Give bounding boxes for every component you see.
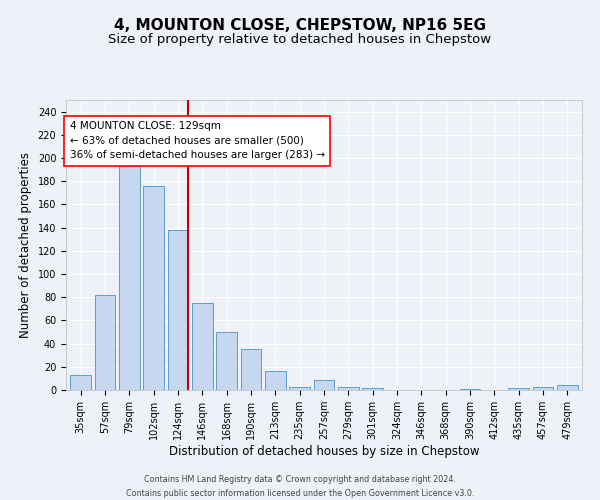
Text: Contains HM Land Registry data © Crown copyright and database right 2024.
Contai: Contains HM Land Registry data © Crown c… bbox=[126, 476, 474, 498]
Bar bbox=[119, 166, 140, 390]
Bar bbox=[216, 332, 237, 390]
X-axis label: Distribution of detached houses by size in Chepstow: Distribution of detached houses by size … bbox=[169, 445, 479, 458]
Bar bbox=[192, 303, 212, 390]
Bar bbox=[460, 389, 481, 390]
Bar bbox=[508, 388, 529, 390]
Bar bbox=[362, 388, 383, 390]
Bar bbox=[289, 386, 310, 390]
Bar bbox=[557, 386, 578, 390]
Bar bbox=[95, 295, 115, 390]
Bar bbox=[167, 230, 188, 390]
Text: 4, MOUNTON CLOSE, CHEPSTOW, NP16 5EG: 4, MOUNTON CLOSE, CHEPSTOW, NP16 5EG bbox=[114, 18, 486, 32]
Bar bbox=[241, 350, 262, 390]
Text: Size of property relative to detached houses in Chepstow: Size of property relative to detached ho… bbox=[109, 32, 491, 46]
Bar bbox=[314, 380, 334, 390]
Text: 4 MOUNTON CLOSE: 129sqm
← 63% of detached houses are smaller (500)
36% of semi-d: 4 MOUNTON CLOSE: 129sqm ← 63% of detache… bbox=[70, 120, 325, 160]
Bar bbox=[533, 386, 553, 390]
Bar bbox=[338, 386, 359, 390]
Bar bbox=[70, 375, 91, 390]
Y-axis label: Number of detached properties: Number of detached properties bbox=[19, 152, 32, 338]
Bar bbox=[143, 186, 164, 390]
Bar bbox=[265, 372, 286, 390]
